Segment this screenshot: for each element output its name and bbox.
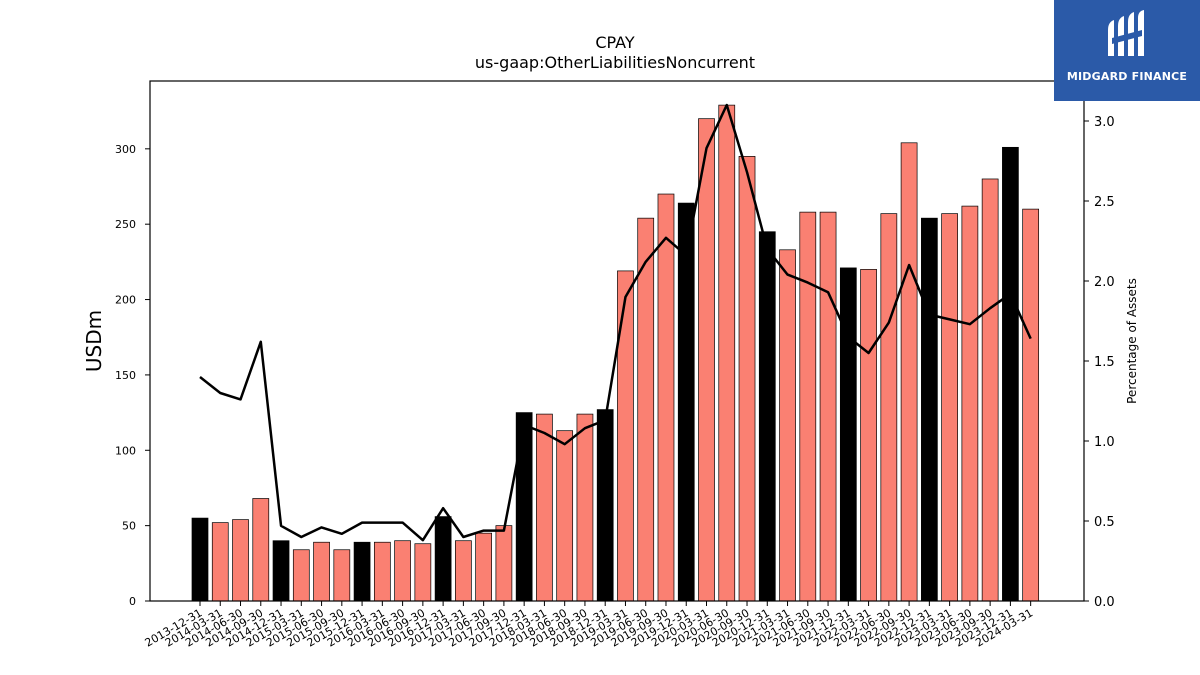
bar-2022-09-30 [900,142,918,602]
bar-2024-03-31 [1022,208,1040,602]
bar-2023-09-30 [981,178,999,602]
bar-2013-12-31 [191,517,209,602]
y-tick-label: 50 [122,520,136,533]
bar-2021-09-30 [819,211,837,602]
bar-2018-12-31 [596,409,614,602]
y-right-tick-label: 1.5 [1094,355,1115,370]
bar-2017-12-31 [515,412,533,602]
bar-2023-12-31 [1002,146,1019,602]
y-tick-label: 200 [115,294,136,307]
bar-2019-06-30 [637,217,655,602]
bar-2020-06-30 [718,104,736,602]
y-axis-label: USDm [82,310,106,372]
bar-2015-03-31 [292,549,310,602]
bar-2022-06-30 [880,213,898,602]
bar-2016-12-31 [434,516,452,602]
y-axis-right: 0.0 0.5 1.0 1.5 2.0 2.5 3.0 [1084,115,1115,610]
bar-2020-12-31 [758,231,776,602]
bar-2016-06-30 [394,540,411,602]
y-axis-right-label: Percentage of Assets [1125,278,1139,404]
bar-2020-03-31 [698,118,715,602]
chart-subtitle: us-gaap:OtherLiabilitiesNoncurrent [475,53,755,72]
y-right-tick-label: 3.0 [1094,115,1115,130]
bar-2014-03-31 [211,522,229,602]
chart-title: CPAY [595,33,635,52]
bar-2019-03-31 [617,270,634,602]
bar-2018-06-30 [556,430,574,602]
y-right-tick-label: 2.0 [1094,275,1115,290]
bar-2015-09-30 [333,549,351,602]
y-right-tick-label: 0.5 [1094,515,1115,530]
y-tick-label: 150 [115,369,136,382]
bar-2014-12-31 [272,540,290,602]
bar-2021-12-31 [839,267,857,602]
plot-frame [149,80,1085,602]
bar-2016-03-31 [373,541,391,602]
bar-2014-09-30 [252,498,270,602]
bar-2017-03-31 [455,540,472,602]
bar-2017-09-30 [495,525,513,602]
bar-2019-09-30 [657,193,675,602]
bar-series [191,104,1040,602]
bar-2020-09-30 [738,156,756,602]
midgard-finance-logo: MIDGARD FINANCE [1054,0,1200,101]
y-tick-label: 0 [129,595,136,608]
bar-2018-09-30 [576,413,594,602]
bar-2015-06-30 [313,541,330,602]
y-right-tick-label: 2.5 [1094,195,1115,210]
bar-2015-12-31 [353,541,371,602]
bar-2023-06-30 [961,205,979,602]
y-right-tick-label: 0.0 [1094,595,1115,610]
bar-2014-06-30 [232,519,249,602]
bar-2018-03-31 [536,413,553,602]
bar-2022-03-31 [860,269,877,602]
y-tick-label: 100 [115,444,136,457]
bar-2021-06-30 [799,211,817,602]
y-right-tick-label: 1.0 [1094,435,1115,450]
logo-text: MIDGARD FINANCE [1066,70,1188,83]
bar-2021-03-31 [779,249,796,602]
percentage-line [199,103,1032,542]
x-axis: 2013-12-312014-03-312014-06-302014-09-30… [143,601,1035,650]
y-tick-label: 250 [115,218,136,231]
y-tick-label: 300 [115,143,136,156]
line-series [199,103,1032,542]
y-axis-left: 0 50 100 150 200 250 300 [115,143,150,608]
bar-2022-12-31 [921,217,938,602]
bar-2017-06-30 [475,532,492,602]
bar-2019-12-31 [677,202,695,602]
logo-mark-icon [1108,10,1144,56]
bar-2023-03-31 [941,213,958,602]
bar-2016-09-30 [414,543,432,602]
